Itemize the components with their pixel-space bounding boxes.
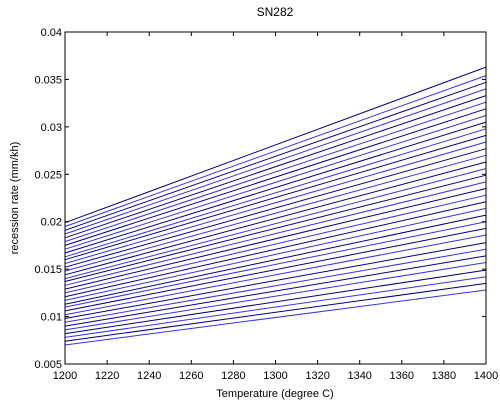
x-tick-label: 1260 — [179, 370, 203, 382]
series-line-32 — [64, 81, 487, 231]
series-line-10 — [64, 227, 487, 312]
x-tick-label: 1300 — [263, 370, 287, 382]
x-tick-label: 1240 — [137, 370, 161, 382]
series-line-9 — [64, 234, 487, 316]
tick-layer — [64, 31, 487, 365]
y-tick-labels: 0.005 0.01 0.015 0.02 0.025 0.03 0.035 0.04 — [34, 27, 62, 371]
series-line-8 — [64, 242, 487, 319]
series-line-28 — [64, 108, 487, 246]
x-tick-label: 1320 — [305, 370, 329, 382]
series-line-25 — [64, 128, 487, 258]
x-tick-label: 1380 — [432, 370, 456, 382]
x-tick-label: 1400 — [474, 370, 498, 382]
chart-title: SN282 — [257, 5, 294, 19]
series-line-23 — [64, 141, 487, 264]
series-line-26 — [64, 121, 487, 254]
series-line-3 — [64, 276, 487, 338]
y-tick-label: 0.01 — [41, 312, 62, 324]
series-line-31 — [64, 88, 487, 235]
x-axis-label: Temperature (degree C) — [216, 388, 333, 400]
series-line-33 — [64, 75, 487, 227]
series-line-18 — [64, 174, 487, 282]
series-line-27 — [64, 115, 487, 250]
series-line-30 — [64, 95, 487, 239]
series-line-15 — [64, 194, 487, 294]
x-tick-label: 1220 — [95, 370, 119, 382]
series-line-17 — [64, 181, 487, 286]
series-line-14 — [64, 201, 487, 298]
series-line-12 — [64, 214, 487, 305]
series-line-34 — [64, 66, 487, 224]
y-tick-label: 0.03 — [41, 122, 62, 134]
series-line-20 — [64, 161, 487, 276]
x-tick-label: 1200 — [53, 370, 77, 382]
y-tick-label: 0.025 — [34, 169, 62, 181]
y-axis-label: recession rate (mm/kh) — [9, 142, 21, 254]
y-tick-label: 0.005 — [34, 359, 62, 371]
y-tick-label: 0.02 — [41, 217, 62, 229]
series-line-21 — [64, 154, 487, 272]
series-line-22 — [64, 148, 487, 268]
x-tick-label: 1360 — [390, 370, 414, 382]
series-line-11 — [64, 221, 487, 308]
series-line-29 — [64, 101, 487, 243]
x-tick-labels: 1200 1220 1240 1260 1280 1300 1320 1340 1360 1380… — [53, 370, 498, 382]
series-line-4 — [64, 269, 487, 335]
series-line-2 — [64, 282, 487, 342]
y-tick-label: 0.015 — [34, 264, 62, 276]
series-line-19 — [64, 168, 487, 280]
y-tick-label: 0.04 — [41, 27, 62, 39]
x-tick-label: 1340 — [347, 370, 371, 382]
series-layer — [64, 66, 487, 346]
series-line-16 — [64, 188, 487, 290]
series-line-13 — [64, 207, 487, 301]
series-line-1 — [64, 289, 487, 346]
series-line-7 — [64, 248, 487, 323]
y-tick-label: 0.035 — [34, 74, 62, 86]
x-tick-label: 1280 — [221, 370, 245, 382]
series-line-5 — [64, 262, 487, 331]
series-line-6 — [64, 255, 487, 327]
series-line-24 — [64, 134, 487, 261]
